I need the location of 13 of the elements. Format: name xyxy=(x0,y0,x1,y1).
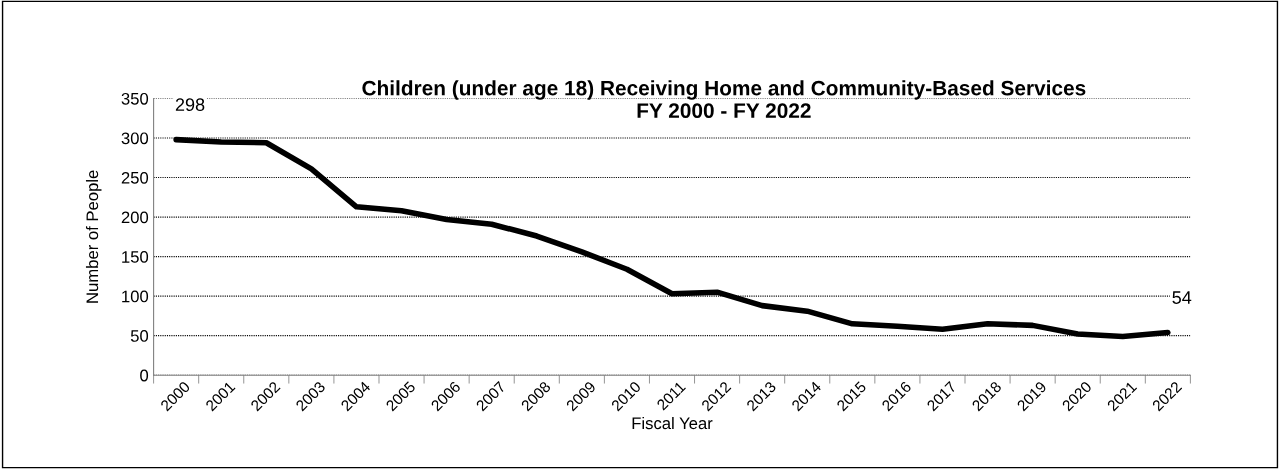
y-tick-label: 200 xyxy=(121,211,149,224)
annotation: 54 xyxy=(1172,291,1192,304)
y-tick-label: 0 xyxy=(140,369,149,382)
y-axis-title: Number of People xyxy=(85,170,102,303)
y-tick-label: 150 xyxy=(122,251,149,263)
y-tick-label: 100 xyxy=(122,290,149,303)
chart-title: Children (under age 18) Receiving Home and Community-Based Services FY 2000 - FY 2022 xyxy=(362,80,1086,119)
x-axis-title: Fiscal Year xyxy=(632,416,713,430)
y-tick-label: 300 xyxy=(121,132,149,145)
y-tick-label: 350 xyxy=(121,92,149,105)
y-tick-label: 250 xyxy=(121,171,149,184)
annotation: 298 xyxy=(175,98,205,112)
y-tick-label: 50 xyxy=(130,330,149,342)
